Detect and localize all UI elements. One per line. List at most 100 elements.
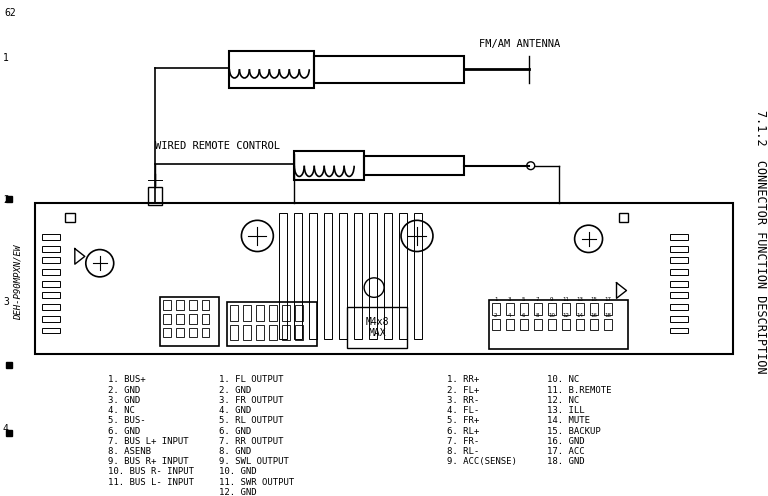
Text: 18: 18 bbox=[604, 313, 611, 318]
Text: 2. FL+: 2. FL+ bbox=[447, 385, 479, 394]
Bar bbox=[670, 304, 688, 310]
Bar bbox=[506, 303, 514, 315]
Bar bbox=[670, 234, 688, 240]
Text: 10. GND: 10. GND bbox=[220, 467, 257, 477]
Bar bbox=[42, 316, 60, 322]
Text: 9. BUS R+ INPUT: 9. BUS R+ INPUT bbox=[108, 457, 188, 466]
Text: 14. MUTE: 14. MUTE bbox=[547, 416, 590, 425]
Text: 10. BUS R- INPUT: 10. BUS R- INPUT bbox=[108, 467, 194, 477]
Bar bbox=[189, 300, 197, 310]
Bar bbox=[354, 212, 362, 339]
Bar bbox=[189, 327, 197, 337]
Text: 3. GND: 3. GND bbox=[108, 396, 140, 405]
Text: DEH-P90MPXN/EW: DEH-P90MPXN/EW bbox=[14, 245, 22, 320]
Bar bbox=[147, 187, 161, 205]
Bar bbox=[604, 303, 611, 315]
Text: 9. ACC(SENSE): 9. ACC(SENSE) bbox=[447, 457, 517, 466]
Text: M4x8
MAX: M4x8 MAX bbox=[366, 317, 389, 338]
Text: 1: 1 bbox=[494, 297, 498, 302]
Text: 16. GND: 16. GND bbox=[547, 437, 584, 446]
Text: 3. FR OUTPUT: 3. FR OUTPUT bbox=[220, 396, 284, 405]
Bar bbox=[520, 319, 528, 330]
Bar bbox=[257, 305, 264, 321]
Text: 3: 3 bbox=[3, 297, 9, 307]
Bar bbox=[384, 212, 392, 339]
Bar bbox=[42, 293, 60, 298]
Bar bbox=[561, 303, 570, 315]
Text: 3. RR-: 3. RR- bbox=[447, 396, 479, 405]
Bar bbox=[575, 303, 584, 315]
Bar bbox=[561, 319, 570, 330]
Text: 4: 4 bbox=[3, 424, 9, 434]
Bar bbox=[488, 300, 628, 349]
Bar bbox=[176, 327, 184, 337]
Bar bbox=[520, 303, 528, 315]
Text: 6: 6 bbox=[522, 313, 525, 318]
Bar bbox=[42, 269, 60, 275]
Text: 5. FR+: 5. FR+ bbox=[447, 416, 479, 425]
Bar bbox=[42, 327, 60, 333]
Bar bbox=[295, 324, 303, 340]
Text: 8. GND: 8. GND bbox=[220, 447, 252, 456]
Text: 4: 4 bbox=[508, 313, 511, 318]
Bar bbox=[283, 305, 290, 321]
Bar bbox=[6, 362, 12, 368]
Bar bbox=[42, 304, 60, 310]
Text: 2: 2 bbox=[3, 195, 9, 205]
Bar bbox=[230, 51, 314, 88]
Bar bbox=[369, 212, 377, 339]
Bar bbox=[590, 303, 598, 315]
Text: 2. GND: 2. GND bbox=[220, 385, 252, 394]
Bar bbox=[399, 212, 407, 339]
Text: 1. BUS+: 1. BUS+ bbox=[108, 375, 145, 384]
Bar bbox=[201, 300, 210, 310]
Text: 1. FL OUTPUT: 1. FL OUTPUT bbox=[220, 375, 284, 384]
Text: FM/AM ANTENNA: FM/AM ANTENNA bbox=[478, 39, 560, 49]
Bar bbox=[492, 319, 500, 330]
Bar bbox=[6, 196, 12, 202]
Text: 12. GND: 12. GND bbox=[220, 488, 257, 496]
Bar bbox=[534, 303, 541, 315]
Bar bbox=[42, 281, 60, 287]
Text: 11. BUS L- INPUT: 11. BUS L- INPUT bbox=[108, 478, 194, 487]
Bar bbox=[670, 316, 688, 322]
Bar bbox=[163, 327, 170, 337]
Bar bbox=[280, 212, 287, 339]
Bar bbox=[176, 300, 184, 310]
Text: 12: 12 bbox=[562, 313, 569, 318]
Text: 12. NC: 12. NC bbox=[547, 396, 579, 405]
Text: 9. SWL OUTPUT: 9. SWL OUTPUT bbox=[220, 457, 290, 466]
Bar bbox=[201, 327, 210, 337]
Text: 6. GND: 6. GND bbox=[220, 427, 252, 435]
Text: 14: 14 bbox=[576, 313, 583, 318]
Text: 8: 8 bbox=[536, 313, 539, 318]
Text: 7. BUS L+ INPUT: 7. BUS L+ INPUT bbox=[108, 437, 188, 446]
Text: 4. NC: 4. NC bbox=[108, 406, 134, 415]
Bar bbox=[414, 212, 422, 339]
Bar bbox=[283, 324, 290, 340]
Bar bbox=[243, 305, 251, 321]
Text: 5. BUS-: 5. BUS- bbox=[108, 416, 145, 425]
Text: 4. GND: 4. GND bbox=[220, 406, 252, 415]
Bar bbox=[339, 212, 347, 339]
Bar bbox=[294, 151, 364, 181]
Text: 6. GND: 6. GND bbox=[108, 427, 140, 435]
Bar bbox=[270, 305, 277, 321]
Bar bbox=[310, 212, 317, 339]
Text: 7. RR OUTPUT: 7. RR OUTPUT bbox=[220, 437, 284, 446]
Bar bbox=[670, 293, 688, 298]
Bar bbox=[670, 281, 688, 287]
Bar bbox=[243, 324, 251, 340]
Text: 10. NC: 10. NC bbox=[547, 375, 579, 384]
Bar bbox=[548, 319, 556, 330]
Text: 15: 15 bbox=[590, 297, 597, 302]
Bar bbox=[35, 203, 733, 354]
Bar bbox=[42, 246, 60, 251]
Bar bbox=[492, 303, 500, 315]
Text: 8. ASENB: 8. ASENB bbox=[108, 447, 151, 456]
Bar bbox=[6, 430, 12, 436]
Text: 1: 1 bbox=[3, 54, 9, 63]
Bar bbox=[270, 324, 277, 340]
Bar bbox=[295, 305, 303, 321]
Bar bbox=[324, 212, 333, 339]
